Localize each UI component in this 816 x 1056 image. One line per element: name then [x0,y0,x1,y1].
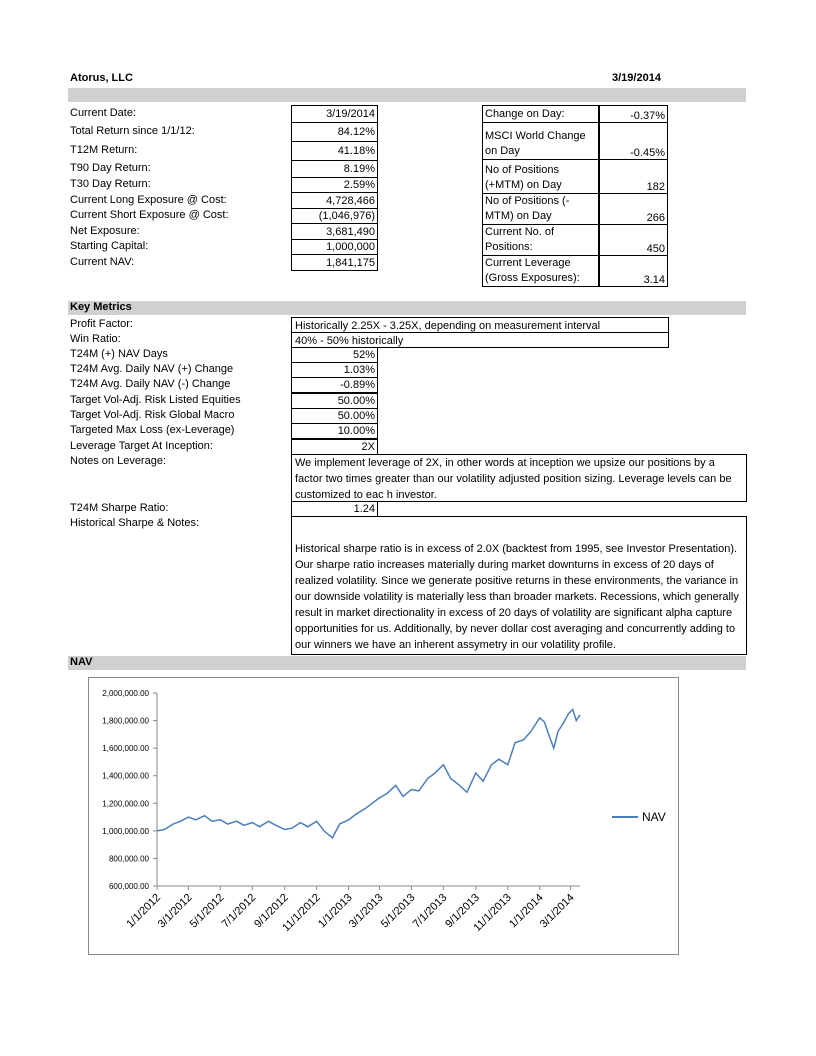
metric-label: Target Vol-Adj. Risk Listed Equities [70,394,241,406]
stat-value: -0.45% [599,122,668,160]
stat-value: 450 [599,224,668,256]
section-title: Key Metrics [70,301,132,313]
legend-label: NAV [642,810,666,824]
row-label: Current Date: [70,107,137,119]
y-tick-label: 600,000.00 [109,882,150,891]
metric-label: T24M Avg. Daily NAV (-) Change [70,378,231,390]
stat-label: Current No. of Positions: [482,224,599,256]
y-tick-label: 1,400,000.00 [102,772,149,781]
row-label: Net Exposure: [70,225,140,237]
section-bar [68,656,746,670]
row-value: 1,841,175 [291,254,378,271]
y-tick-label: 800,000.00 [109,854,150,863]
metric-label: Profit Factor: [70,318,133,330]
y-tick-label: 1,800,000.00 [102,717,149,726]
metric-label: Target Vol-Adj. Risk Global Macro [70,409,235,421]
metric-value: 52% [291,347,378,363]
row-label: T30 Day Return: [70,178,151,190]
metric-note: Historical sharpe ratio is in excess of … [291,516,747,655]
stat-label: MSCI World Change on Day [482,122,599,160]
metric-value: 10.00% [291,423,378,439]
nav-line [156,708,581,839]
metric-value: -0.89% [291,377,378,393]
row-value: 2.59% [291,177,378,193]
stat-value: 3.14 [599,255,668,287]
row-value: 41.18% [291,141,378,161]
row-label: T12M Return: [70,144,138,156]
metric-value: Historically 2.25X - 3.25X, depending on… [291,317,669,333]
y-tick-label: 1,600,000.00 [102,744,149,753]
y-tick-label: 1,200,000.00 [102,799,149,808]
y-tick-label: 2,000,000.00 [102,689,149,698]
section-bar [68,301,746,315]
row-value: (1,046,976) [291,208,378,224]
row-label: Current Long Exposure @ Cost: [70,194,227,206]
report-date: 3/19/2014 [612,72,661,84]
row-label: Current Short Exposure @ Cost: [70,209,229,221]
stat-value: 182 [599,159,668,194]
metric-value: 50.00% [291,408,378,424]
row-value: 4,728,466 [291,192,378,209]
section-title: NAV [70,656,93,668]
stat-value: 266 [599,193,668,225]
metric-value: 2X [291,439,378,455]
row-value: 84.12% [291,122,378,142]
metric-value: 50.00% [291,393,378,409]
row-value: 8.19% [291,160,378,178]
nav-chart: 600,000.00 800,000.00 1,000,000.00 1,200,00… [88,677,679,955]
stat-label: Current Leverage (Gross Exposures): [482,255,599,287]
metric-label: T24M (+) NAV Days [70,348,168,360]
row-label: Total Return since 1/1/12: [70,125,195,137]
company: Atorus, LLC [70,72,133,84]
metric-label: T24M Sharpe Ratio: [70,502,169,514]
metric-label: Notes on Leverage: [70,455,167,467]
stat-value: -0.37% [599,105,668,123]
y-tick-label: 1,000,000.00 [102,827,149,836]
stat-label: No of Positions (-MTM) on Day [482,193,599,225]
stat-label: Change on Day: [482,105,599,123]
stat-label: No of Positions (+MTM) on Day [482,159,599,194]
metric-label: Targeted Max Loss (ex-Leverage) [70,424,235,436]
metric-value: 1.24 [291,501,378,517]
row-label: Starting Capital: [70,240,149,252]
metric-label: Historical Sharpe & Notes: [70,517,199,529]
row-value: 3/19/2014 [291,105,378,123]
row-label: Current NAV: [70,256,135,268]
metric-label: T24M Avg. Daily NAV (+) Change [70,363,234,375]
metric-note: We implement leverage of 2X, in other wo… [291,454,747,502]
metric-label: Leverage Target At Inception: [70,440,213,452]
section-bar [68,88,746,102]
metric-value: 1.03% [291,362,378,378]
metric-label: Win Ratio: [70,333,121,345]
row-value: 1,000,000 [291,239,378,255]
row-label: T90 Day Return: [70,162,151,174]
metric-value: 40% - 50% historically [291,332,669,348]
chart-frame [88,677,679,955]
row-value: 3,681,490 [291,223,378,240]
